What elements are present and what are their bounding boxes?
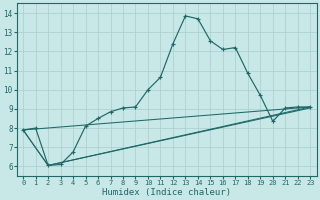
X-axis label: Humidex (Indice chaleur): Humidex (Indice chaleur) xyxy=(102,188,231,197)
